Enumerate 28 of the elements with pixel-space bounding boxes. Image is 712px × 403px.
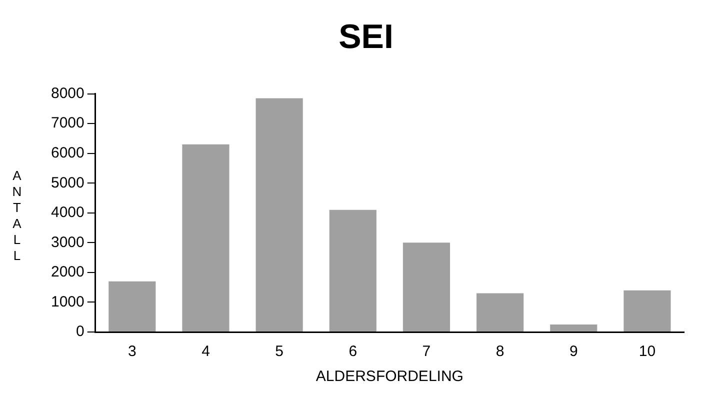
bar xyxy=(624,290,671,332)
y-tick-label: 5000 xyxy=(50,174,84,192)
bar xyxy=(550,324,598,332)
x-axis-title: ALDERSFORDELING xyxy=(316,368,464,386)
bar xyxy=(256,98,303,332)
y-axis-title: ANTALL xyxy=(11,168,23,264)
x-tick-label: 6 xyxy=(348,343,358,360)
x-tick-label: 7 xyxy=(422,343,431,360)
bar xyxy=(329,210,376,332)
chart-title: SEI xyxy=(338,18,394,56)
y-tick-label: 3000 xyxy=(50,234,84,251)
x-tick-label: 8 xyxy=(496,343,504,360)
x-tick-label: 10 xyxy=(638,343,656,360)
x-tick-label: 9 xyxy=(569,343,578,360)
y-tick-label: 2000 xyxy=(50,264,84,281)
y-tick-label: 8000 xyxy=(50,84,84,102)
x-tick-label: 4 xyxy=(202,343,210,360)
y-tick-label: 6000 xyxy=(50,144,84,162)
bar xyxy=(402,242,450,332)
x-tick-label: 3 xyxy=(128,343,136,360)
y-tick-label: 0 xyxy=(76,323,84,340)
y-tick-label: 1000 xyxy=(50,293,84,310)
x-tick-label: 5 xyxy=(275,343,284,360)
y-tick-label: 7000 xyxy=(50,114,84,132)
bar xyxy=(476,293,524,332)
bar xyxy=(182,144,230,332)
bar xyxy=(108,281,156,332)
y-tick-label: 4000 xyxy=(50,204,84,222)
